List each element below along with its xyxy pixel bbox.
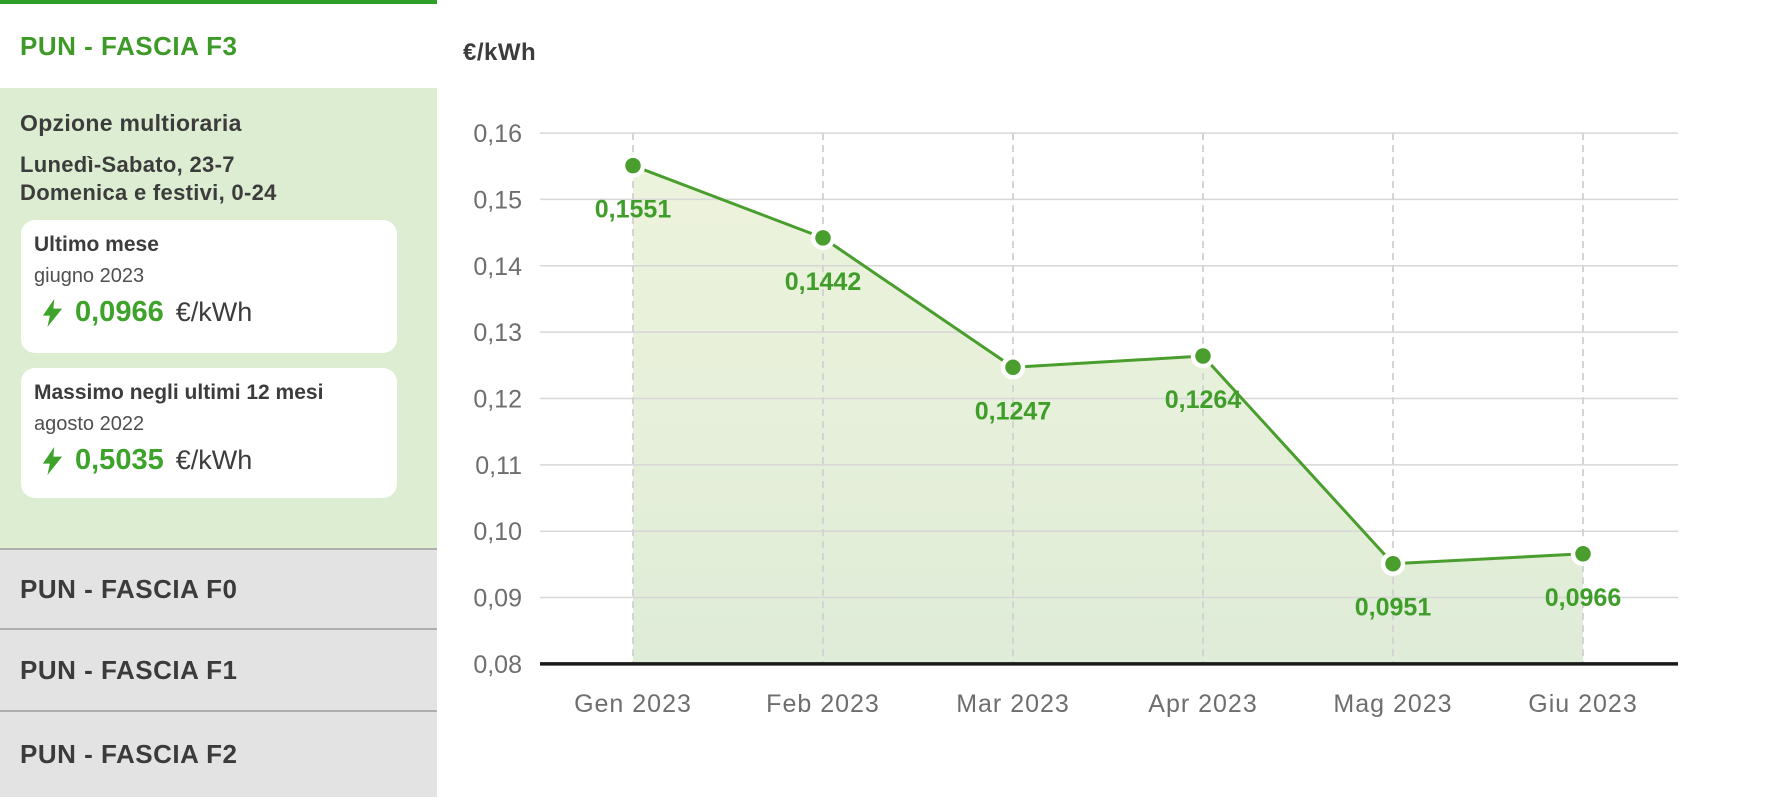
y-axis-tick-label: 0,08 [473, 651, 522, 679]
chart-panel: 0,16 0,15 0,14 0,13 0,12 0,11 0,10 0,09 0,08 0,15… [437, 0, 1766, 797]
x-axis-tick-label: Giu 2023 [1528, 690, 1637, 718]
card-last-month-subtitle: giugno 2023 [34, 265, 145, 287]
tab-list: PUN - FASCIA F0 PUN - FASCIA F1 PUN - FA… [0, 548, 437, 797]
card-12-month-max-unit: €/kWh [175, 445, 253, 475]
chart-point[interactable] [1190, 343, 1216, 369]
y-axis-tick-label: 0,12 [473, 386, 522, 414]
y-axis-tick-label: 0,16 [473, 120, 522, 148]
chart-point-value-label: 0,0951 [1355, 594, 1432, 622]
chart-point-value-label: 0,1551 [595, 196, 672, 224]
card-12-month-max-title: Massimo negli ultimi 12 mesi [34, 381, 324, 404]
sidebar: PUN - FASCIA F3 Opzione multioraria Lune… [0, 0, 437, 797]
lightning-icon [42, 298, 63, 327]
tab-pun-fascia-f2-label: PUN - FASCIA F2 [20, 739, 238, 769]
x-axis-tick-label: Mar 2023 [956, 690, 1070, 718]
chart-point[interactable] [1000, 355, 1026, 380]
chart-point[interactable] [1380, 551, 1406, 576]
tab-pun-fascia-f0-label: PUN - FASCIA F0 [20, 573, 238, 604]
x-axis-tick-label: Gen 2023 [574, 690, 692, 718]
chart-point[interactable] [620, 153, 646, 178]
y-axis-tick-label: 0,11 [475, 452, 522, 480]
card-last-month: Ultimo mese giugno 2023 0,0966 €/kWh [21, 220, 397, 353]
x-axis-tick-label: Apr 2023 [1148, 690, 1257, 718]
x-axis-tick-label: Feb 2023 [766, 690, 880, 718]
chart-point[interactable] [1570, 541, 1596, 567]
option-schedule-line-2: Domenica e festivi, 0-24 [20, 180, 277, 205]
tab-pun-fascia-f1[interactable]: PUN - FASCIA F1 [0, 628, 437, 710]
tab-pun-fascia-f3[interactable]: PUN - FASCIA F3 [0, 4, 437, 88]
tab-pun-fascia-f2[interactable]: PUN - FASCIA F2 [0, 710, 437, 797]
y-axis-tick-label: 0,15 [473, 186, 522, 214]
y-axis-tick-label: 0,09 [473, 585, 522, 613]
price-chart: 0,16 0,15 0,14 0,13 0,12 0,11 0,10 0,09 0,08 0,15… [463, 39, 1678, 718]
y-axis-tick-label: 0,10 [473, 518, 522, 546]
card-last-month-title: Ultimo mese [34, 233, 159, 256]
card-last-month-value: 0,0966 [75, 296, 164, 328]
chart-point-value-label: 0,0966 [1545, 584, 1621, 612]
tab-pun-fascia-f1-label: PUN - FASCIA F1 [20, 654, 238, 685]
tab-pun-fascia-f3-label: PUN - FASCIA F3 [20, 30, 238, 61]
option-schedule-line-1: Lunedì-Sabato, 23-7 [20, 152, 235, 177]
active-tab-indicator [0, 0, 437, 4]
fascia-f3-detail-panel: Opzione multioraria Lunedì-Sabato, 23-7 … [0, 88, 437, 548]
y-axis-tick-label: 0,14 [473, 253, 522, 281]
chart-point-value-label: 0,1442 [785, 268, 861, 296]
chart-point-value-label: 0,1264 [1165, 386, 1242, 414]
chart-point-value-label: 0,1247 [975, 397, 1051, 425]
chart-area-fill [633, 165, 1583, 664]
option-title: Opzione multioraria [20, 110, 242, 136]
chart-line [632, 164, 1584, 566]
tab-pun-fascia-f0[interactable]: PUN - FASCIA F0 [0, 548, 437, 628]
card-12-month-max-value: 0,5035 [75, 444, 164, 476]
chart-point[interactable] [810, 225, 836, 251]
chart-unit-title: €/kWh [463, 39, 536, 66]
lightning-icon [42, 446, 63, 475]
x-axis-tick-label: Mag 2023 [1333, 690, 1452, 718]
y-axis-tick-label: 0,13 [473, 319, 522, 347]
card-12-month-max-subtitle: agosto 2022 [34, 413, 145, 435]
card-last-month-unit: €/kWh [175, 297, 253, 327]
card-12-month-max: Massimo negli ultimi 12 mesi agosto 2022… [21, 368, 397, 498]
